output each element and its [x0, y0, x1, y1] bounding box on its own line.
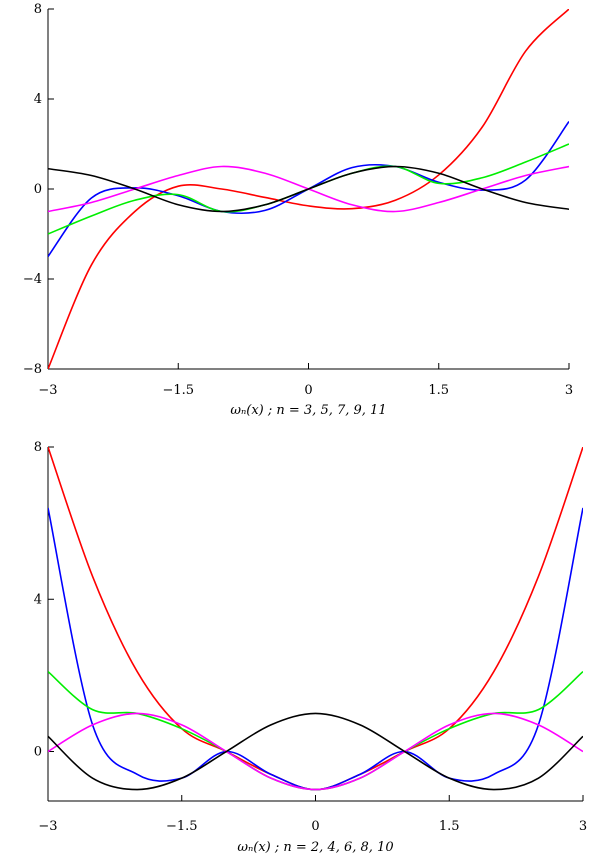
- y-tick-label: 8: [34, 440, 42, 455]
- y-tick-label: 4: [34, 592, 42, 607]
- series-line-3: [48, 712, 583, 791]
- x-tick-label: −1.5: [166, 819, 198, 834]
- x-tick-label: −3: [38, 819, 57, 834]
- series-line-1: [48, 507, 583, 791]
- chart-top: −3 −1.5 0 1.5 3 8 4 0 −4 −8 ωₙ(x) ; n = 3, 5, 7, 9…: [23, 2, 573, 418]
- y-tick-label: −4: [23, 272, 42, 287]
- x-tick-label: 3: [565, 383, 573, 398]
- series-line-4: [48, 165, 569, 213]
- chart-caption: ωₙ(x) ; n = 2, 4, 6, 8, 10: [237, 840, 393, 855]
- x-tick-label: 0: [311, 819, 319, 834]
- x-tick-label: 1.5: [428, 383, 449, 398]
- x-tick-label: 1.5: [439, 819, 460, 834]
- chart-bottom: −3 −1.5 0 1.5 3 8 4 0 ωₙ(x) ; n = 2, 4, 6, 8, 10: [34, 440, 587, 855]
- series-line-0: [48, 9, 569, 369]
- y-tick-label: 0: [34, 745, 42, 760]
- y-tick-label: 8: [34, 2, 42, 17]
- chart-caption: ωₙ(x) ; n = 3, 5, 7, 9, 11: [230, 403, 386, 418]
- x-tick-label: 3: [579, 819, 587, 834]
- y-tick-label: −8: [23, 362, 42, 377]
- x-tick-label: −1.5: [162, 383, 194, 398]
- series-line-2: [48, 670, 583, 791]
- series-line-4: [48, 712, 583, 791]
- series-line-0: [48, 447, 583, 791]
- x-tick-label: 0: [304, 383, 312, 398]
- y-tick-label: 4: [34, 92, 42, 107]
- x-tick-label: −3: [38, 383, 57, 398]
- y-tick-label: 0: [34, 182, 42, 197]
